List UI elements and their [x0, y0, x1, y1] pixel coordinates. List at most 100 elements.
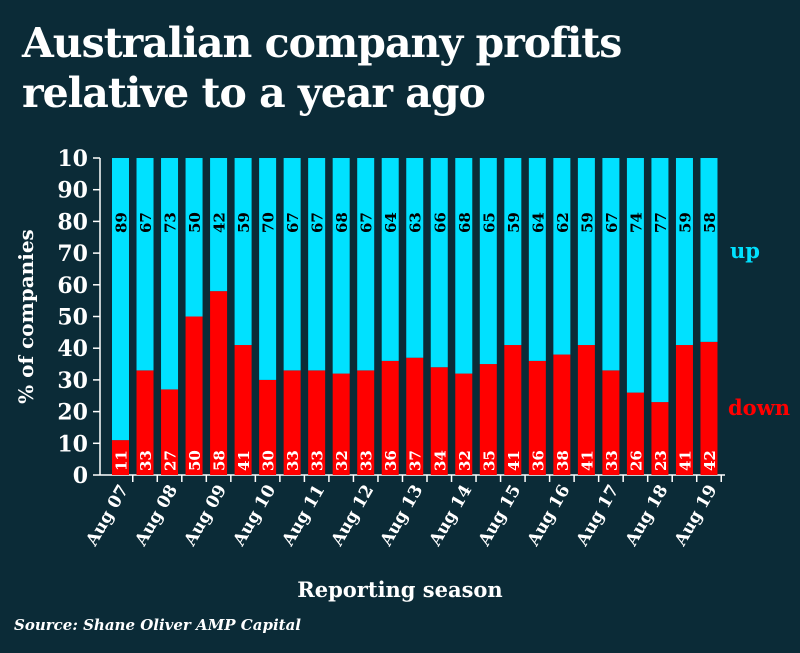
bar-up [185, 158, 203, 317]
bar-up [210, 158, 228, 292]
y-tick-label: 20 [57, 400, 88, 426]
bar-up [406, 158, 424, 358]
x-tick-label: Aug 08 [131, 482, 182, 551]
bar-down [210, 291, 228, 475]
bar-down [332, 373, 350, 475]
data-label-up: 59 [235, 212, 253, 233]
data-label-up: 65 [480, 212, 498, 233]
bar-down [528, 360, 546, 475]
x-tick-label: Aug 19 [670, 482, 721, 551]
bar-down [651, 402, 669, 475]
y-tick-label: 80 [57, 209, 88, 235]
data-label-up: 62 [554, 212, 572, 233]
bar-up [553, 158, 571, 355]
bar-up [430, 158, 448, 368]
bar-down [234, 345, 252, 475]
data-label-up: 59 [676, 212, 694, 233]
legend-up: up [730, 238, 760, 263]
data-label-down: 42 [701, 450, 719, 471]
bar-up [602, 158, 620, 371]
data-label-up: 64 [382, 212, 400, 233]
data-label-up: 67 [284, 212, 302, 233]
x-tick-label: Aug 10 [229, 481, 280, 550]
data-label-up: 67 [603, 212, 621, 233]
data-label-up: 74 [627, 212, 645, 233]
x-tick-label: Aug 18 [621, 482, 672, 551]
data-label-down: 11 [113, 450, 131, 471]
x-axis-label: Reporting season [297, 577, 502, 602]
x-tick-label: Aug 13 [376, 482, 427, 551]
bar-up [234, 158, 252, 346]
y-tick-label: 90 [57, 178, 88, 204]
x-tick-label: Aug 12 [327, 482, 378, 551]
bar-down [700, 341, 718, 475]
y-tick-label: 10 [57, 431, 88, 457]
data-label-down: 26 [627, 450, 645, 471]
data-label-up: 68 [456, 212, 474, 233]
bar-down [675, 345, 693, 475]
data-label-up: 50 [186, 212, 204, 233]
chart-title: Australian company profits relative to a … [22, 19, 622, 117]
bar-down [626, 392, 644, 475]
bar-up [504, 158, 522, 346]
bar-up [455, 158, 473, 374]
data-label-down: 35 [480, 450, 498, 471]
data-label-up: 73 [162, 212, 180, 233]
legend-down: down [728, 395, 790, 420]
data-label-down: 33 [358, 450, 376, 471]
y-tick-label: 0 [73, 463, 88, 489]
data-label-up: 63 [407, 212, 425, 233]
data-label-up: 67 [358, 212, 376, 233]
data-label-up: 42 [211, 212, 229, 233]
y-tick-label: 60 [57, 273, 88, 299]
data-label-up: 67 [309, 212, 327, 233]
bar-down [602, 370, 620, 475]
data-label-up: 59 [505, 212, 523, 233]
x-tick-label: Aug 11 [278, 482, 329, 551]
bar-down [283, 370, 301, 475]
data-label-down: 33 [137, 450, 155, 471]
data-label-up: 64 [529, 212, 547, 233]
bar-up [626, 158, 644, 393]
bar-down [308, 370, 326, 475]
data-label-down: 36 [529, 450, 547, 471]
data-label-down: 41 [235, 450, 253, 471]
bar-up [700, 158, 718, 342]
data-label-down: 32 [333, 450, 351, 471]
x-tick-label: Aug 09 [180, 482, 231, 551]
bar-down [455, 373, 473, 475]
bar-down [112, 440, 129, 475]
data-label-down: 27 [162, 450, 180, 471]
data-label-up: 66 [431, 212, 449, 233]
data-label-down: 33 [284, 450, 302, 471]
bar-down [577, 345, 595, 475]
bar-down [259, 379, 277, 475]
y-tick-label: 40 [57, 336, 88, 362]
bar-up [357, 158, 375, 371]
bar-down [504, 345, 522, 475]
data-label-down: 34 [431, 450, 449, 471]
data-label-down: 41 [505, 450, 523, 471]
bar-down [161, 389, 179, 475]
source-note: Source: Shane Oliver AMP Capital [14, 616, 301, 634]
bar-down [553, 354, 571, 475]
x-tick-label: Aug 14 [425, 481, 476, 550]
bar-down [357, 370, 375, 475]
bar-up [283, 158, 301, 371]
x-tick-label: Aug 07 [82, 482, 133, 551]
data-label-up: 59 [578, 212, 596, 233]
y-tick-label: 30 [57, 368, 88, 394]
bar-up [308, 158, 326, 371]
bar-up [675, 158, 693, 346]
data-label-up: 77 [652, 212, 670, 233]
data-label-up: 58 [701, 212, 719, 233]
bar-down [406, 357, 424, 475]
bar-up [332, 158, 350, 374]
data-label-down: 36 [382, 450, 400, 471]
data-label-down: 37 [407, 450, 425, 471]
bar-down [479, 364, 497, 475]
bar-up [161, 158, 179, 390]
y-tick-label: 70 [57, 241, 88, 267]
data-label-down: 30 [260, 450, 278, 471]
